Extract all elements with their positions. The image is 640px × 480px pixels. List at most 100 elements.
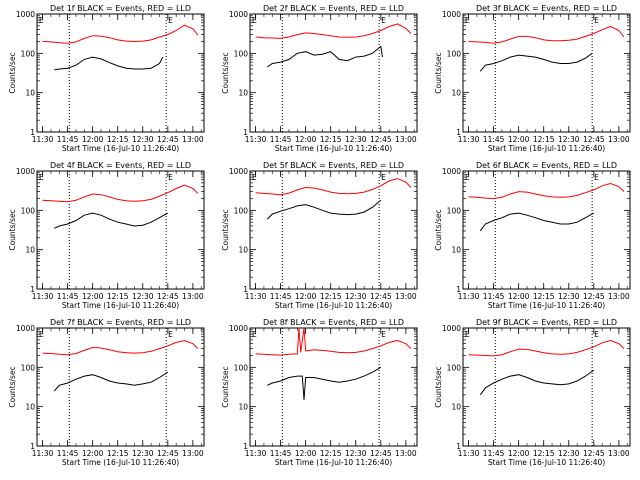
y-tick-label: 1 bbox=[30, 128, 35, 137]
start-marker-label: E bbox=[465, 16, 470, 25]
panel-title: Det 6f BLACK = Events, RED = LLD bbox=[476, 161, 617, 170]
series-line-events bbox=[479, 212, 595, 232]
marker-label: E bbox=[168, 173, 173, 182]
marker-label: E bbox=[594, 173, 599, 182]
panel-2: Det 2f BLACK = Events, RED = LLD 1 10 100 10… bbox=[221, 4, 418, 153]
y-tick-label: 1000 bbox=[442, 167, 461, 176]
panel-title: Det 9f BLACK = Events, RED = LLD bbox=[476, 318, 617, 327]
marker-label: E bbox=[168, 330, 173, 339]
series-line-events bbox=[266, 199, 382, 220]
y-tick-label: 100 bbox=[21, 363, 36, 372]
x-tick-label: 11:45 bbox=[270, 449, 292, 458]
panel-title: Det 3f BLACK = Events, RED = LLD bbox=[476, 4, 617, 13]
panel-title: Det 2f BLACK = Events, RED = LLD bbox=[263, 4, 404, 13]
series-line-lld bbox=[42, 184, 199, 203]
series-line-lld bbox=[255, 23, 412, 39]
y-axis-label: Counts/sec bbox=[221, 52, 230, 93]
plot-frame bbox=[462, 327, 631, 447]
start-marker-label: E bbox=[465, 173, 470, 182]
panel-9: Det 9f BLACK = Events, RED = LLD 1 10 100 10… bbox=[434, 318, 631, 467]
y-tick-label: 1000 bbox=[442, 324, 461, 333]
y-axis-label: Counts/sec bbox=[8, 366, 17, 407]
panel-title: Det 5f BLACK = Events, RED = LLD bbox=[263, 161, 404, 170]
x-tick-label: 11:30 bbox=[458, 292, 480, 301]
y-tick-label: 100 bbox=[447, 49, 462, 58]
x-tick-label: 11:45 bbox=[483, 449, 505, 458]
x-tick-label: 12:45 bbox=[370, 135, 392, 144]
x-tick-label: 12:00 bbox=[508, 135, 530, 144]
panel-1: Det 1f BLACK = Events, RED = LLD 1 10 100 10… bbox=[8, 4, 205, 153]
x-axis-label: Start Time (16-Jul-10 11:26:40) bbox=[275, 458, 392, 467]
y-tick-label: 100 bbox=[234, 49, 249, 58]
y-tick-label: 10 bbox=[25, 89, 35, 98]
x-tick-label: 12:45 bbox=[157, 449, 179, 458]
x-tick-label: 13:00 bbox=[182, 449, 204, 458]
x-tick-label: 12:45 bbox=[583, 135, 605, 144]
x-tick-label: 11:30 bbox=[245, 449, 267, 458]
plot-frame bbox=[249, 170, 418, 290]
x-tick-label: 11:30 bbox=[458, 449, 480, 458]
y-tick-label: 1000 bbox=[16, 10, 35, 19]
x-tick-label: 11:30 bbox=[32, 449, 54, 458]
y-tick-label: 10 bbox=[25, 246, 35, 255]
y-tick-label: 10 bbox=[238, 246, 248, 255]
x-tick-label: 12:30 bbox=[345, 449, 367, 458]
y-tick-label: 10 bbox=[451, 89, 461, 98]
y-tick-label: 10 bbox=[451, 246, 461, 255]
panel-8: Det 8f BLACK = Events, RED = LLD 1 10 100 10… bbox=[221, 318, 418, 467]
start-marker-label: E bbox=[39, 173, 44, 182]
y-tick-label: 100 bbox=[21, 206, 36, 215]
y-tick-label: 10 bbox=[451, 403, 461, 412]
x-tick-label: 13:00 bbox=[608, 292, 630, 301]
x-tick-label: 11:30 bbox=[245, 292, 267, 301]
start-marker-label: E bbox=[39, 330, 44, 339]
x-tick-label: 11:45 bbox=[270, 135, 292, 144]
x-tick-label: 12:45 bbox=[370, 449, 392, 458]
marker-label: E bbox=[381, 173, 386, 182]
x-tick-label: 12:45 bbox=[370, 292, 392, 301]
y-axis-label: Counts/sec bbox=[434, 366, 443, 407]
x-tick-label: 12:45 bbox=[583, 449, 605, 458]
x-tick-label: 12:30 bbox=[558, 449, 580, 458]
panel-6: Det 6f BLACK = Events, RED = LLD 1 10 100 10… bbox=[434, 161, 631, 310]
y-tick-label: 1000 bbox=[16, 324, 35, 333]
panel-7: Det 7f BLACK = Events, RED = LLD 1 10 100 10… bbox=[8, 318, 205, 467]
x-axis-label: Start Time (16-Jul-10 11:26:40) bbox=[488, 144, 605, 153]
x-axis-label: Start Time (16-Jul-10 11:26:40) bbox=[488, 458, 605, 467]
y-axis-label: Counts/sec bbox=[434, 52, 443, 93]
panel-5: Det 5f BLACK = Events, RED = LLD 1 10 100 10… bbox=[221, 161, 418, 310]
x-tick-label: 13:00 bbox=[608, 135, 630, 144]
x-tick-label: 13:00 bbox=[395, 135, 417, 144]
panel-title: Det 4f BLACK = Events, RED = LLD bbox=[50, 161, 191, 170]
x-axis-label: Start Time (16-Jul-10 11:26:40) bbox=[62, 458, 179, 467]
y-tick-label: 100 bbox=[234, 206, 249, 215]
series-line-lld bbox=[468, 182, 625, 200]
marker-label: E bbox=[594, 330, 599, 339]
y-axis-label: Counts/sec bbox=[221, 366, 230, 407]
x-tick-label: 12:45 bbox=[157, 292, 179, 301]
series-line-lld bbox=[42, 24, 199, 44]
x-tick-label: 11:30 bbox=[458, 135, 480, 144]
start-marker-label: E bbox=[252, 173, 257, 182]
y-axis-label: Counts/sec bbox=[221, 209, 230, 250]
start-marker-label: E bbox=[252, 16, 257, 25]
x-tick-label: 11:30 bbox=[245, 135, 267, 144]
x-tick-label: 12:15 bbox=[107, 135, 129, 144]
plot-frame bbox=[36, 170, 205, 290]
panel-title: Det 1f BLACK = Events, RED = LLD bbox=[50, 4, 191, 13]
plot-frame bbox=[249, 13, 418, 133]
x-tick-label: 12:00 bbox=[295, 292, 317, 301]
x-tick-label: 12:30 bbox=[558, 292, 580, 301]
x-tick-label: 11:45 bbox=[57, 292, 79, 301]
x-tick-label: 12:15 bbox=[320, 292, 342, 301]
series-line-events bbox=[267, 366, 382, 400]
series-line-lld bbox=[255, 178, 412, 196]
x-tick-label: 12:00 bbox=[82, 135, 104, 144]
x-tick-label: 12:15 bbox=[533, 292, 555, 301]
x-tick-label: 12:00 bbox=[82, 449, 104, 458]
plot-frame bbox=[36, 327, 205, 447]
x-tick-label: 11:45 bbox=[483, 135, 505, 144]
panel-3: Det 3f BLACK = Events, RED = LLD 1 10 100 10… bbox=[434, 4, 631, 153]
plot-frame bbox=[36, 13, 205, 133]
x-tick-label: 12:15 bbox=[533, 449, 555, 458]
